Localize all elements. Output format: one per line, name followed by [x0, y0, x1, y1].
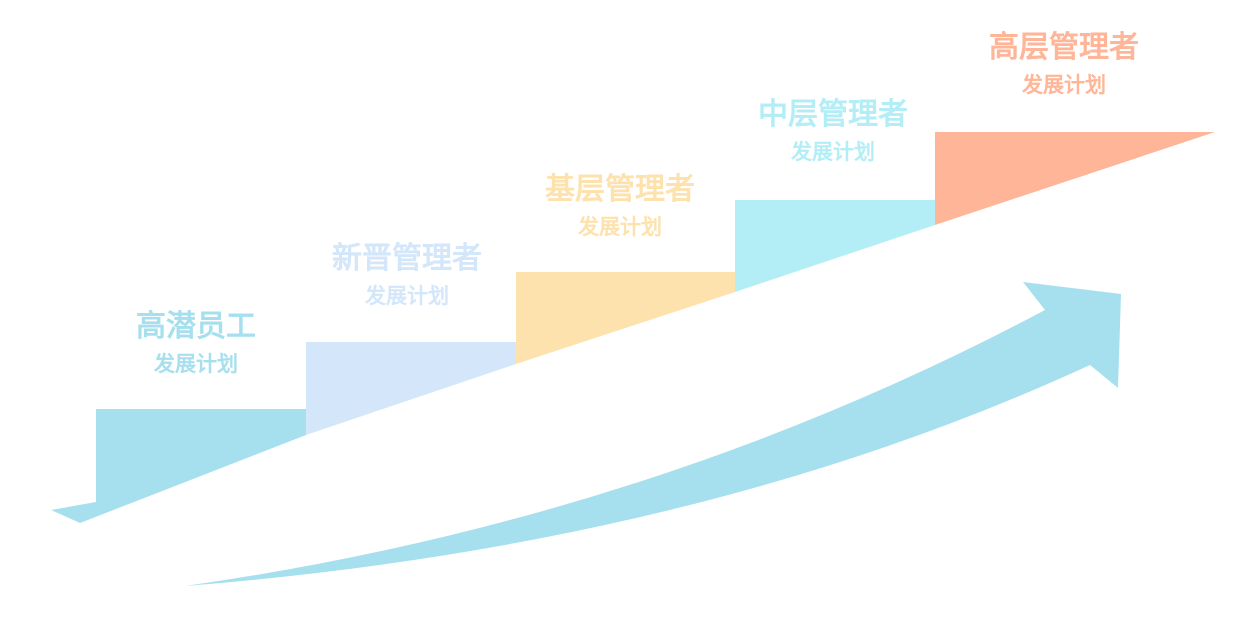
step-1-subtitle: 发展计划	[154, 352, 238, 376]
step-4-label: 中层管理者 发展计划	[703, 97, 963, 167]
step-4-title: 中层管理者	[758, 97, 908, 132]
step-1-block	[51, 409, 306, 523]
step-5-title: 高层管理者	[989, 30, 1139, 65]
step-5-label: 高层管理者 发展计划	[934, 30, 1194, 100]
step-3-block	[516, 272, 735, 364]
step-1-label: 高潜员工 发展计划	[66, 309, 326, 379]
step-5-subtitle: 发展计划	[1022, 73, 1106, 97]
step-2-subtitle: 发展计划	[365, 284, 449, 308]
step-2-title: 新晋管理者	[332, 241, 482, 276]
step-3-label: 基层管理者 发展计划	[490, 172, 750, 242]
step-5-block	[935, 132, 1215, 225]
step-4-block	[735, 200, 935, 292]
step-2-block	[306, 342, 516, 435]
step-2-label: 新晋管理者 发展计划	[277, 241, 537, 311]
step-1-title: 高潜员工	[136, 309, 256, 344]
step-4-subtitle: 发展计划	[791, 140, 875, 164]
step-3-title: 基层管理者	[545, 172, 695, 207]
step-3-subtitle: 发展计划	[578, 215, 662, 239]
